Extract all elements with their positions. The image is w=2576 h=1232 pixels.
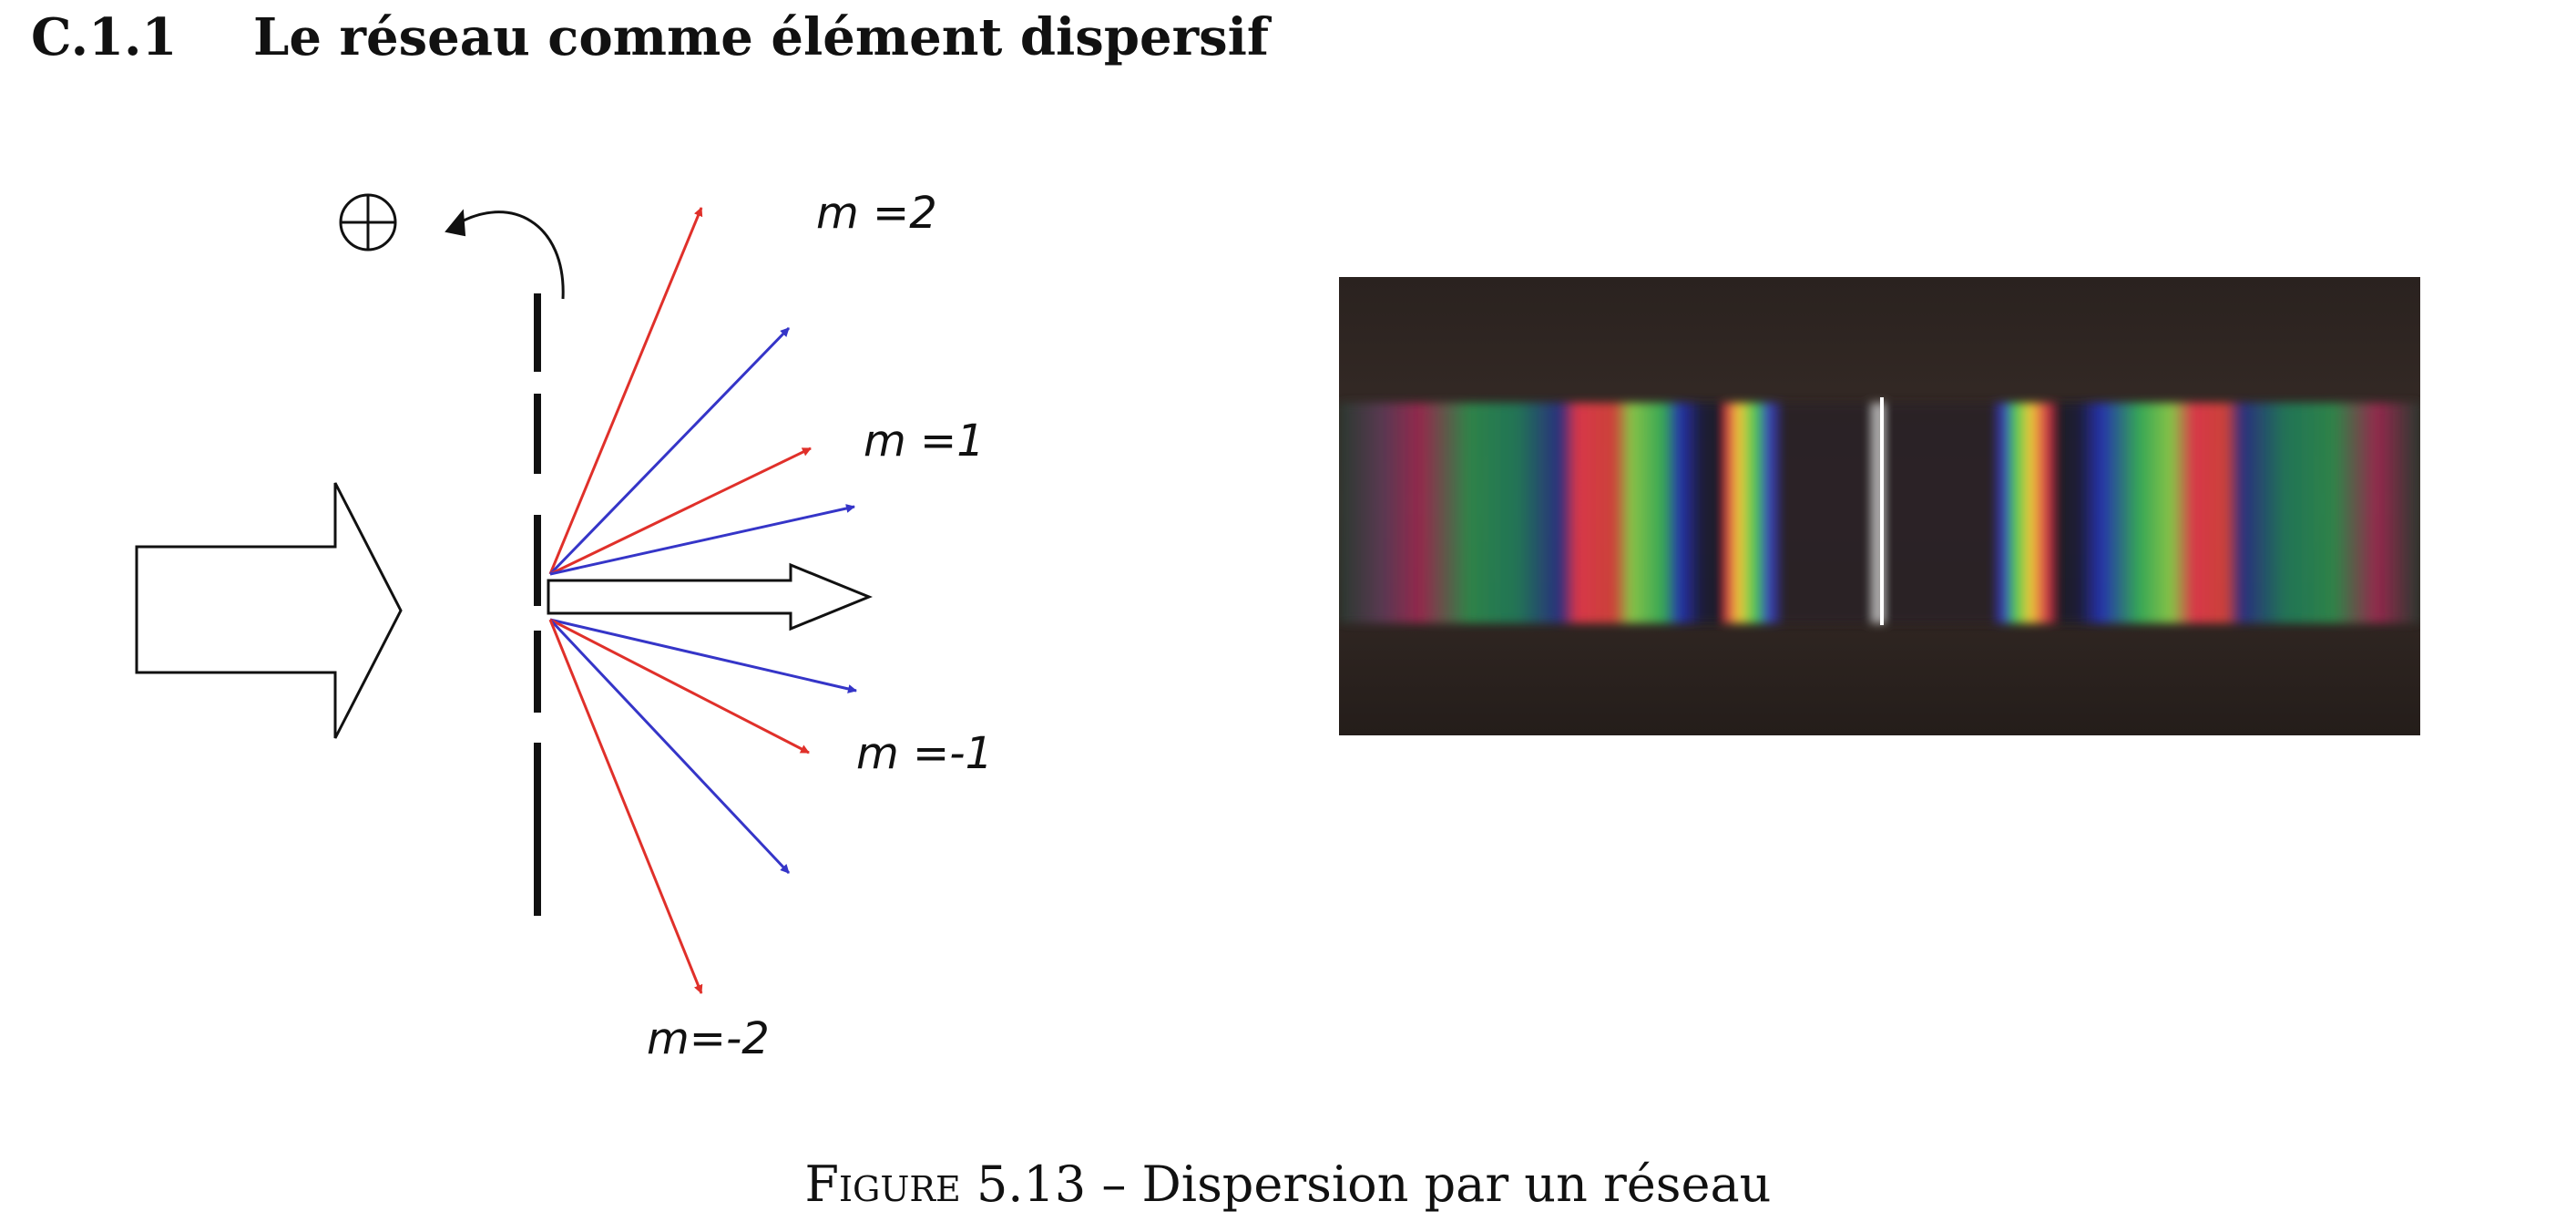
- diffracted-rays: [548, 207, 857, 994]
- circled-plus-icon: [339, 193, 397, 252]
- order-label-m2: m =2: [816, 188, 937, 239]
- spectrum-image: [1339, 277, 2420, 735]
- spectrum-photo: [1339, 277, 2420, 735]
- ray-blue-m-2: [548, 618, 791, 875]
- caption-number: 5.13: [976, 1155, 1087, 1213]
- grating-diffraction-diagram: m =2 m =1 m =-1 m=-2: [135, 188, 993, 1064]
- ray-blue-m-1: [549, 618, 857, 693]
- ray-red-m-2: [548, 619, 703, 994]
- section-title: Le réseau comme élément dispersif: [253, 7, 1269, 67]
- ray-red-m2: [548, 207, 703, 575]
- zero-order-arrow: [547, 562, 873, 631]
- order-label-m-1: m =-1: [856, 728, 993, 779]
- ray-red-m1: [549, 447, 812, 576]
- ray-blue-m1: [549, 504, 855, 576]
- order-label-m-2: m=-2: [647, 1013, 770, 1064]
- rotation-arrow: [453, 210, 565, 300]
- rotation-arrow-head: [445, 209, 466, 237]
- section-number: C.1.1: [31, 7, 178, 67]
- ray-red-m-1: [549, 618, 810, 755]
- order-label-m1: m =1: [864, 416, 985, 467]
- section-heading: C.1.1 Le réseau comme élément dispersif: [31, 7, 1269, 67]
- caption-separator: –: [1101, 1155, 1127, 1213]
- caption-text: Dispersion par un réseau: [1141, 1155, 1772, 1213]
- incident-beam-arrow: [135, 482, 403, 739]
- ray-blue-m2: [548, 326, 791, 576]
- figure-caption: Figure 5.13 – Dispersion par un réseau: [0, 1155, 2576, 1213]
- caption-prefix: Figure: [804, 1155, 961, 1213]
